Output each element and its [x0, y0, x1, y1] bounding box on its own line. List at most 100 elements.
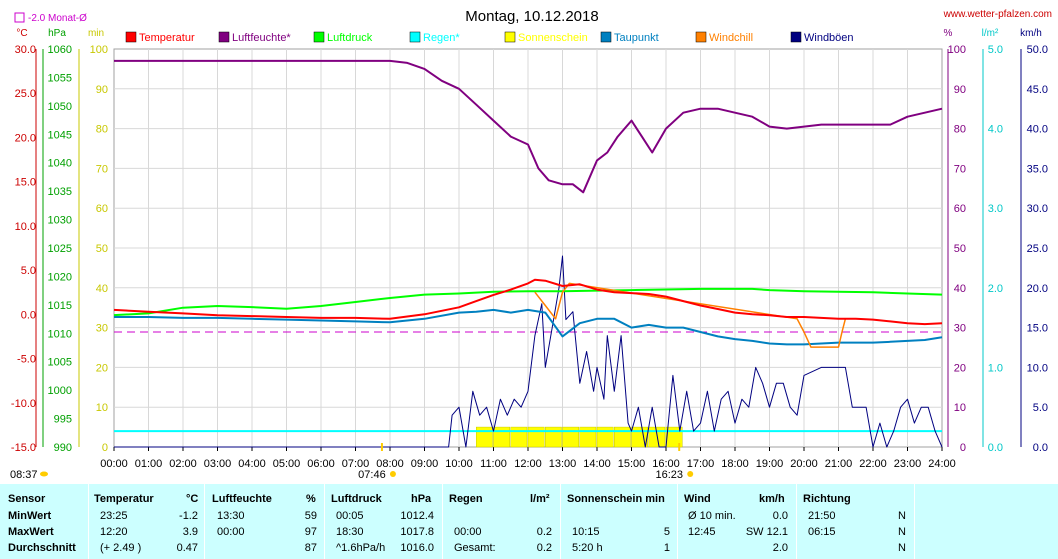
x-tick-label: 18:00: [721, 458, 749, 470]
stats-header-wind: Wind: [684, 493, 711, 505]
legend-label: Luftdruck: [327, 32, 373, 44]
stats-cell-label: MaxWert: [8, 526, 54, 538]
sunshine-bar: [527, 426, 545, 448]
humidity-line: [114, 59, 943, 194]
x-tick-label: 01:00: [135, 458, 163, 470]
tick-label-press: 1015: [48, 300, 72, 312]
tick-label-rain: 1.0: [988, 362, 1003, 374]
monthavg-label: -2.0 Monat-Ø: [28, 13, 87, 24]
stats-cell-press-v: 1012.4: [400, 510, 434, 522]
monthavg-swatch-icon: [14, 12, 25, 23]
tick-label-sun: 0: [102, 442, 108, 454]
stats-cell-temp-t: 12:20: [100, 526, 128, 538]
tick-label-rain: 5.0: [988, 44, 1003, 56]
stats-header-rain: Regen: [449, 493, 483, 505]
stats-divider: [324, 484, 325, 559]
tick-label-press: 1035: [48, 186, 72, 198]
stats-header-hum: Luftfeuchte: [212, 493, 272, 505]
sunshine-bar: [493, 426, 510, 448]
stats-divider: [204, 484, 205, 559]
stats-cell-temp-v: 0.47: [176, 542, 198, 554]
tick-label-wind: 40.0: [1027, 124, 1048, 136]
tick-label-sun: 50: [96, 243, 108, 255]
tick-label-temp: 5.0: [21, 265, 36, 277]
tick-label-wind: 15.0: [1027, 323, 1048, 335]
axis-unit-rain: l/m²: [982, 28, 999, 39]
tick-label-hum: 90: [954, 84, 966, 96]
stats-cell-temp-t: (+ 2.49 ): [100, 542, 142, 554]
legend-swatch: [504, 31, 516, 43]
tick-label-press: 1055: [48, 72, 72, 84]
sunrise-icon: [389, 471, 396, 477]
stats-cell-dir-t: 21:50: [808, 510, 836, 522]
tick-label-temp: 15.0: [15, 177, 36, 189]
stats-cell-wind-v: 2.0: [772, 542, 788, 554]
tick-label-sun: 80: [96, 124, 108, 136]
stats-cell-press-t: 00:05: [336, 510, 364, 522]
stats-cell-rain-v: 0.2: [536, 542, 552, 554]
tick-label-press: 1045: [48, 129, 72, 141]
windchill-line: [534, 282, 847, 348]
legend-label: Luftfeuchte*: [232, 32, 291, 44]
stats-header-temp-unit: °C: [186, 493, 199, 505]
tick-label-press: 1010: [48, 328, 72, 340]
stats-header-hum-unit: %: [306, 493, 316, 505]
stats-header-rain-unit: l/m²: [530, 493, 550, 505]
tick-label-wind: 35.0: [1027, 163, 1048, 175]
stats-header-sensor: Sensor: [8, 493, 46, 505]
temperature-line: [113, 278, 943, 326]
x-tick-label: 04:00: [238, 458, 266, 470]
x-tick-label: 02:00: [169, 458, 197, 470]
site-link[interactable]: www.wetter-pfalzen.com: [943, 9, 1052, 20]
x-tick-label: 00:00: [100, 458, 128, 470]
stats-cell-sun-v: 5: [663, 526, 670, 538]
axis-unit-temp: °C: [16, 28, 27, 39]
stats-cell-temp-v: 3.9: [182, 526, 198, 538]
stats-table: Sensor Temperatur °C Luftfeuchte % Luftd…: [0, 484, 1058, 559]
x-tick-label: 15:00: [618, 458, 646, 470]
x-tick-label: 24:00: [928, 458, 956, 470]
stats-cell-sun-v: 1: [663, 542, 670, 554]
sunset-icon: [687, 471, 694, 477]
tick-label-wind: 5.0: [1033, 402, 1048, 414]
tick-label-temp: 25.0: [15, 88, 36, 100]
legend-label: Windchill: [709, 32, 753, 44]
stats-cell-label: MinWert: [8, 510, 52, 522]
tick-label-temp: 20.0: [15, 132, 36, 144]
tick-label-rain: 4.0: [988, 124, 1003, 136]
tick-label-press: 990: [54, 442, 72, 454]
legend-label: Windböen: [804, 32, 854, 44]
stats-cell-temp-v: -1.2: [179, 510, 198, 522]
x-tick-label: 06:00: [307, 458, 335, 470]
stats-divider: [560, 484, 561, 559]
tick-label-sun: 20: [96, 362, 108, 374]
x-tick-label: 21:00: [825, 458, 853, 470]
tick-label-temp: 10.0: [15, 221, 36, 233]
x-tick-label: 05:00: [273, 458, 301, 470]
stats-cell-dir-v: N: [898, 510, 906, 522]
tick-label-press: 1025: [48, 243, 72, 255]
x-tick-label: 10:00: [445, 458, 473, 470]
day-start-label: 08:37: [10, 469, 38, 481]
tick-label-wind: 45.0: [1027, 84, 1048, 96]
stats-cell-wind-v: SW 12.1: [745, 526, 788, 538]
gust-line: [114, 255, 943, 448]
tick-label-press: 1005: [48, 357, 72, 369]
x-tick-label: 20:00: [790, 458, 818, 470]
legend-label: Sonnenschein: [518, 32, 588, 44]
legend-swatch: [313, 31, 325, 43]
tick-label-sun: 90: [96, 84, 108, 96]
tick-label-temp: -5.0: [17, 354, 36, 366]
x-tick-label: 23:00: [894, 458, 922, 470]
stats-cell-press-t: ^1.6hPa/h: [336, 542, 386, 554]
stats-cell-sun-t: 5:20 h: [572, 542, 603, 554]
tick-label-hum: 40: [954, 283, 966, 295]
legend-swatch: [218, 31, 230, 43]
tick-label-wind: 0.0: [1033, 442, 1048, 454]
sunshine-bar: [510, 426, 528, 448]
x-tick-label: 07:00: [342, 458, 370, 470]
stats-cell-label: Durchschnitt: [8, 542, 76, 554]
tick-label-press: 1030: [48, 215, 72, 227]
tick-label-rain: 2.0: [988, 283, 1003, 295]
stats-cell-press-v: 1016.0: [400, 542, 434, 554]
